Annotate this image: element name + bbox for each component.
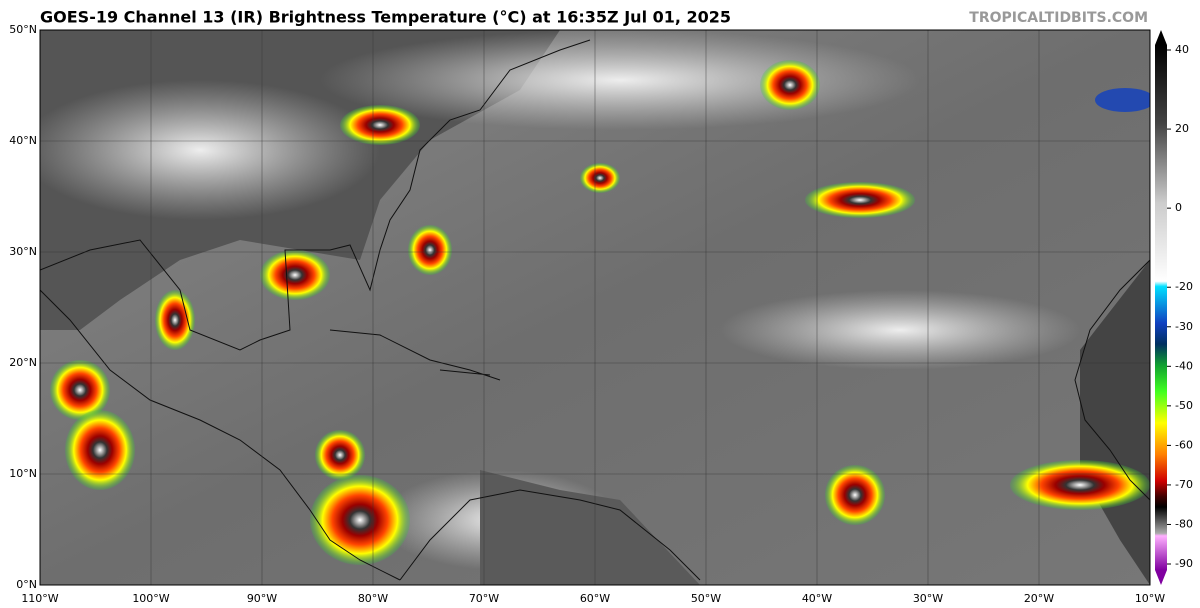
lon-label: 100°W bbox=[132, 592, 169, 605]
credit: TROPICALTIDBITS.COM bbox=[969, 10, 1148, 26]
lon-label: 20°W bbox=[1024, 592, 1054, 605]
colorbar-tick-label: -40 bbox=[1175, 359, 1193, 372]
lon-label: 30°W bbox=[913, 592, 943, 605]
colorbar-tick-label: -30 bbox=[1175, 320, 1193, 333]
lon-label: 80°W bbox=[358, 592, 388, 605]
colorbar-tick-label: -90 bbox=[1175, 557, 1193, 570]
title: GOES-19 Channel 13 (IR) Brightness Tempe… bbox=[40, 8, 731, 27]
colorbar-tick-label: -80 bbox=[1175, 517, 1193, 530]
colorbar-tick-label: 0 bbox=[1175, 201, 1182, 214]
colorbar-tick-label: -20 bbox=[1175, 280, 1193, 293]
lat-label: 0°N bbox=[16, 578, 37, 591]
lon-label: 50°W bbox=[691, 592, 721, 605]
lat-label: 40°N bbox=[9, 134, 37, 147]
colorbar bbox=[1155, 45, 1167, 570]
lon-label: 70°W bbox=[469, 592, 499, 605]
map bbox=[40, 30, 1150, 585]
lat-label: 30°N bbox=[9, 245, 37, 258]
lon-label: 90°W bbox=[247, 592, 277, 605]
colorbar-tick-label: 20 bbox=[1175, 122, 1189, 135]
colorbar-tick-label: 40 bbox=[1175, 43, 1189, 56]
lat-label: 50°N bbox=[9, 23, 37, 36]
lon-label: 40°W bbox=[802, 592, 832, 605]
map-frame bbox=[39, 29, 1151, 586]
lat-label: 10°N bbox=[9, 467, 37, 480]
colorbar-tick-label: -50 bbox=[1175, 399, 1193, 412]
colorbar-tick-label: -70 bbox=[1175, 478, 1193, 491]
colorbar-bottom-arrow bbox=[1155, 570, 1167, 585]
colorbar-top-arrow bbox=[1155, 30, 1167, 45]
lon-label: 60°W bbox=[580, 592, 610, 605]
colorbar-tick-label: -60 bbox=[1175, 438, 1193, 451]
lon-label: 110°W bbox=[21, 592, 58, 605]
lat-label: 20°N bbox=[9, 356, 37, 369]
lon-label: 10°W bbox=[1135, 592, 1165, 605]
